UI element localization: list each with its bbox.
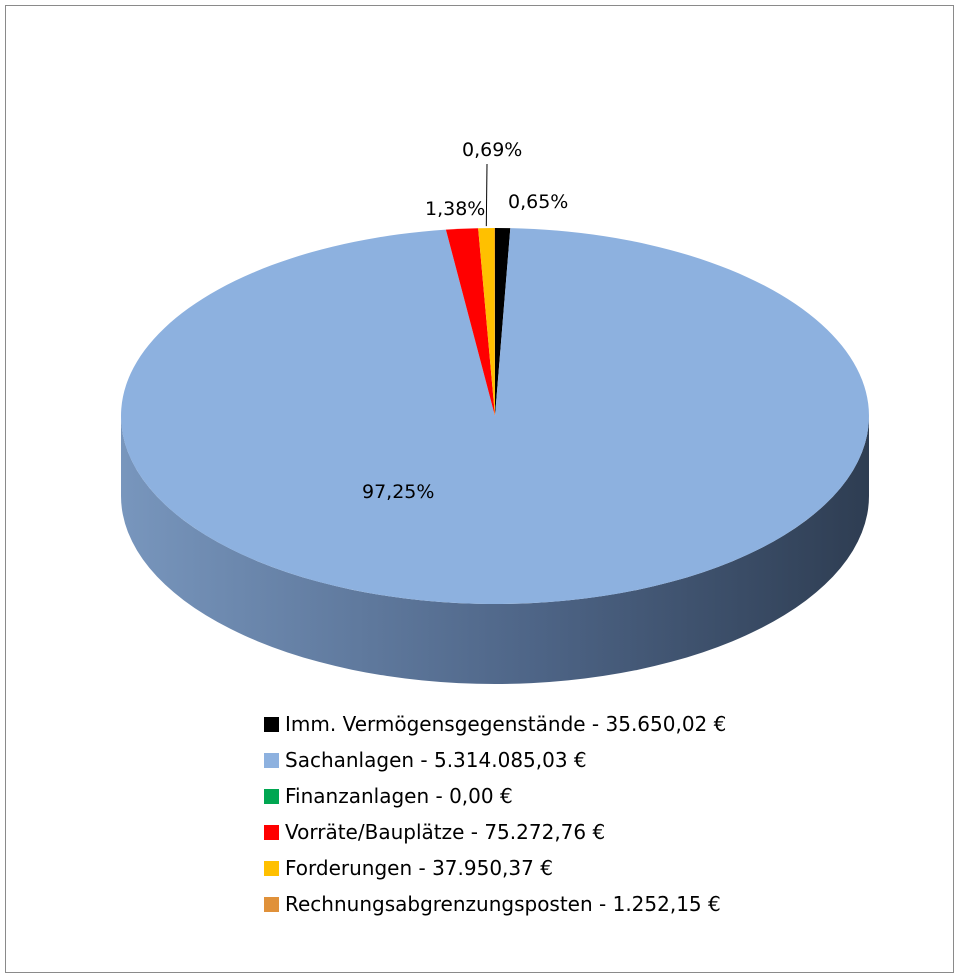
legend-swatch [264,860,279,876]
legend-swatch [264,752,279,768]
pie-side-wall [121,416,869,684]
pie-slice [120,228,870,604]
pie-slice [478,228,495,416]
legend-label: Imm. Vermögensgegenstände - 35.650,02 € [285,712,727,736]
legend-item: Sachanlagen - 5.314.085,03 € [264,742,726,778]
legend: Imm. Vermögensgegenstände - 35.650,02 € S… [264,706,726,922]
legend-swatch [264,716,279,732]
legend-swatch [264,824,279,840]
legend-item: Forderungen - 37.950,37 € [264,850,726,886]
leader-line [485,163,488,227]
legend-label: Finanzanlagen - 0,00 € [285,784,513,808]
legend-swatch [264,788,279,804]
chart-frame [5,5,954,973]
legend-swatch [264,896,279,912]
pie-slice [494,228,495,416]
legend-item: Rechnungsabgrenzungsposten - 1.252,15 € [264,886,726,922]
legend-label: Sachanlagen - 5.314.085,03 € [285,748,587,772]
legend-item: Finanzanlagen - 0,00 € [264,778,726,814]
legend-label: Forderungen - 37.950,37 € [285,856,553,880]
legend-item: Imm. Vermögensgegenstände - 35.650,02 € [264,706,726,742]
data-label: 0,69% [462,139,522,161]
legend-item: Vorräte/Bauplätze - 75.272,76 € [264,814,726,850]
legend-label: Vorräte/Bauplätze - 75.272,76 € [285,820,606,844]
data-label: 1,38% [425,198,485,220]
pie-slice [445,228,495,416]
pie-slice [495,228,511,416]
data-label: 97,25% [362,481,434,503]
data-label: 0,65% [508,191,568,213]
pie-side-face [121,416,869,684]
legend-label: Rechnungsabgrenzungsposten - 1.252,15 € [285,892,721,916]
